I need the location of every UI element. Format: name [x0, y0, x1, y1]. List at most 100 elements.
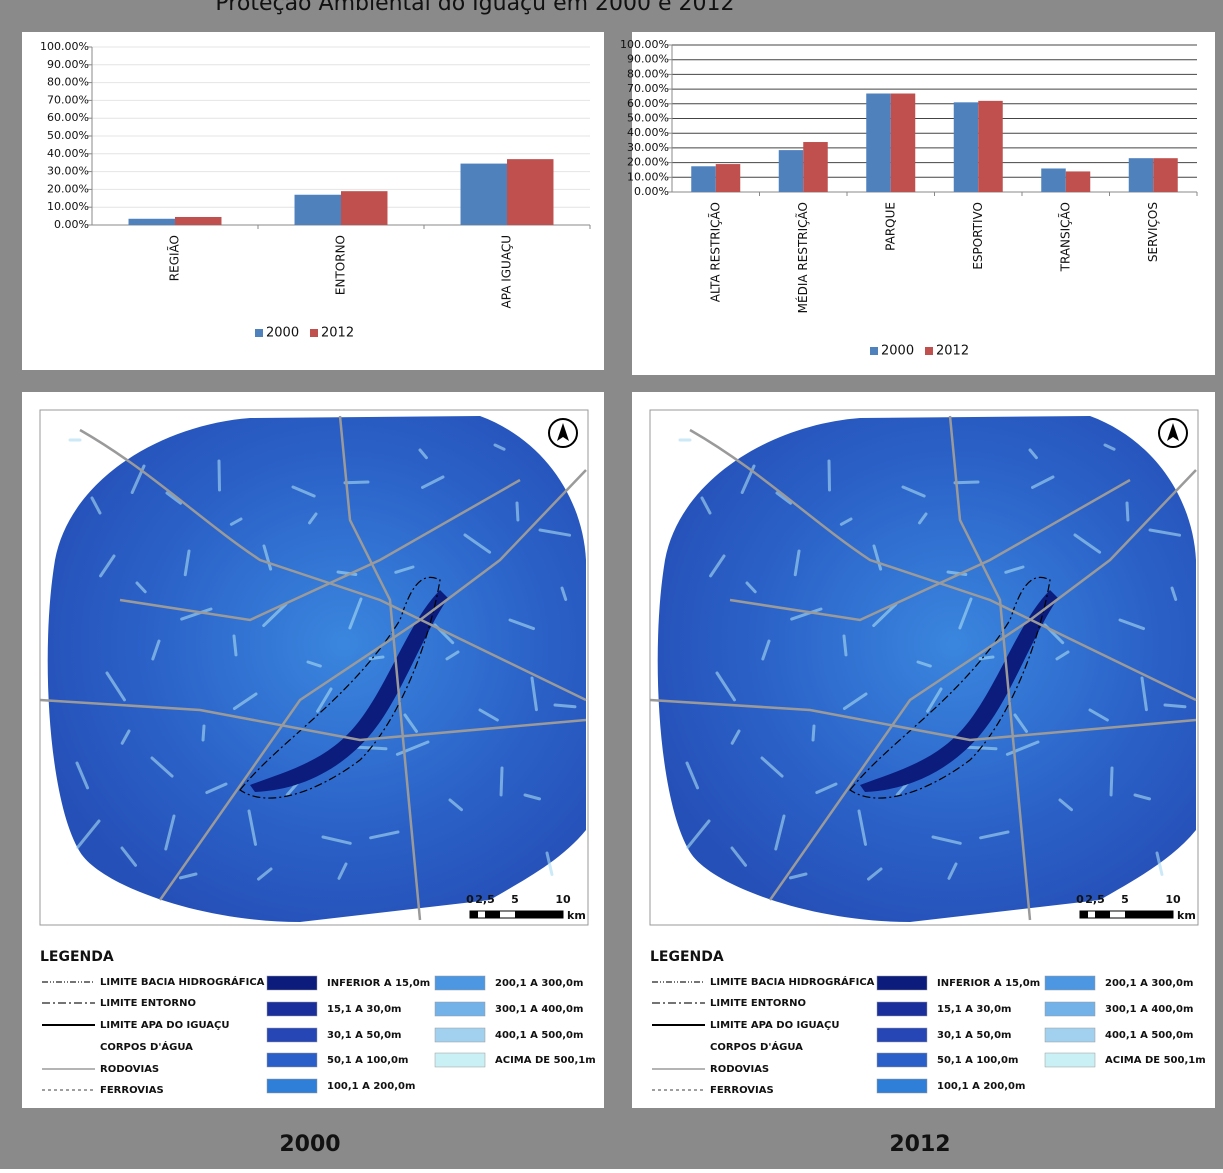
bar	[978, 101, 1003, 192]
bar	[175, 217, 221, 225]
terrain-ridge	[813, 726, 814, 740]
bar	[954, 102, 979, 192]
legend-label: 2012	[936, 344, 969, 359]
x-tick-label: MÉDIA RESTRIÇÃO	[795, 202, 810, 313]
map-year: 2000	[279, 1132, 340, 1157]
x-tick-label: ESPORTIVO	[971, 202, 985, 270]
y-tick-label: 20.00%	[627, 156, 669, 169]
x-tick-label: TRANSIÇÃO	[1057, 202, 1072, 272]
x-tick-label: APA IGUAÇU	[500, 235, 514, 308]
y-tick-label: 100.00%	[620, 38, 669, 51]
scale-label: 5	[511, 893, 519, 906]
bar	[803, 142, 828, 192]
scale-label: 10	[1165, 893, 1181, 906]
legend-label: 200,1 A 300,0m	[495, 978, 583, 989]
terrain	[658, 416, 1196, 922]
x-tick-label: ENTORNO	[334, 235, 348, 295]
scale-label: 2,5	[1085, 893, 1105, 906]
legend-swatch	[267, 1053, 317, 1067]
terrain-ridge	[980, 657, 993, 659]
terrain	[48, 416, 586, 922]
legend-swatch	[267, 1079, 317, 1093]
scale-label: 10	[555, 893, 571, 906]
legend-swatch	[1045, 976, 1095, 990]
y-tick-label: 90.00%	[627, 53, 669, 66]
terrain-ridge	[955, 482, 978, 483]
legend-swatch	[435, 1002, 485, 1016]
bar	[1041, 168, 1066, 192]
terrain-ridge	[844, 636, 846, 655]
page: Proteção Ambiental do Iguaçu em 2000 e 2…	[0, 0, 1223, 1169]
legend-label: RODOVIAS	[710, 1064, 769, 1075]
y-tick-label: 60.00%	[627, 97, 669, 110]
legend-label: ACIMA DE 500,1m	[1105, 1055, 1206, 1066]
legend-label: 15,1 A 30,0m	[937, 1004, 1011, 1015]
legend-label: LIMITE APA DO IGUAÇU	[100, 1020, 230, 1031]
y-tick-label: 50.00%	[47, 129, 89, 142]
legend-swatch	[310, 329, 318, 337]
terrain-ridge	[203, 726, 204, 740]
terrain-ridge	[345, 482, 368, 483]
bar	[691, 166, 716, 192]
legend-swatch	[877, 1053, 927, 1067]
legend-swatch	[435, 1028, 485, 1042]
bar	[341, 191, 387, 225]
terrain-ridge	[1127, 503, 1128, 520]
legend-label: FERROVIAS	[710, 1085, 774, 1096]
legend-swatch	[877, 1028, 927, 1042]
scale-unit: km	[567, 909, 586, 922]
bar	[461, 164, 507, 225]
legend-label: 100,1 A 200,0m	[937, 1081, 1025, 1092]
terrain-ridge	[1165, 705, 1185, 707]
y-tick-label: 0.00%	[634, 185, 669, 198]
legend-label: LIMITE APA DO IGUAÇU	[710, 1020, 840, 1031]
map-year: 2012	[889, 1132, 950, 1157]
legend-label: 300,1 A 400,0m	[495, 1004, 583, 1015]
legend-title: LEGENDA	[40, 949, 114, 965]
legend-label: FERROVIAS	[100, 1085, 164, 1096]
x-tick-label: REGIÃO	[167, 235, 182, 281]
y-tick-label: 80.00%	[47, 76, 89, 89]
legend-label: 400,1 A 500,0m	[495, 1030, 583, 1041]
scale-label: 0	[466, 893, 474, 906]
y-tick-label: 30.00%	[47, 165, 89, 178]
scale-label: 2,5	[475, 893, 495, 906]
scale-unit: km	[1177, 909, 1196, 922]
y-tick-label: 0.00%	[54, 218, 89, 231]
legend-label: 2012	[321, 326, 354, 341]
y-tick-label: 40.00%	[627, 126, 669, 139]
bar	[507, 159, 553, 225]
legend-label: INFERIOR A 15,0m	[327, 978, 430, 989]
legend-swatch	[877, 1002, 927, 1016]
scale-segment	[470, 911, 478, 918]
scale-segment	[515, 911, 563, 918]
y-tick-label: 30.00%	[627, 141, 669, 154]
legend-label: 15,1 A 30,0m	[327, 1004, 401, 1015]
legend-label: 30,1 A 50,0m	[937, 1030, 1011, 1041]
x-tick-label: SERVIÇOS	[1146, 202, 1160, 262]
terrain-ridge	[829, 461, 830, 490]
legend-label: LIMITE ENTORNO	[100, 998, 196, 1009]
legend-swatch	[1045, 1053, 1095, 1067]
legend-label: ACIMA DE 500,1m	[495, 1055, 596, 1066]
y-tick-label: 80.00%	[627, 67, 669, 80]
legend-swatch	[255, 329, 263, 337]
terrain-ridge	[1111, 768, 1112, 795]
legend-label: 50,1 A 100,0m	[937, 1055, 1018, 1066]
y-tick-label: 100.00%	[40, 40, 89, 53]
legend-swatch	[267, 976, 317, 990]
bar	[866, 94, 891, 192]
legend-label: 400,1 A 500,0m	[1105, 1030, 1193, 1041]
legend-swatch	[1045, 1028, 1095, 1042]
legend-swatch	[267, 1002, 317, 1016]
x-tick-label: ALTA RESTRIÇÃO	[707, 202, 722, 302]
figure: Proteção Ambiental do Iguaçu em 2000 e 2…	[0, 0, 1223, 1169]
terrain-ridge	[501, 768, 502, 795]
legend-swatch	[877, 976, 927, 990]
y-tick-label: 70.00%	[627, 82, 669, 95]
y-tick-label: 10.00%	[47, 200, 89, 213]
y-tick-label: 70.00%	[47, 93, 89, 106]
bar	[891, 94, 916, 192]
legend-label: 100,1 A 200,0m	[327, 1081, 415, 1092]
terrain-ridge	[234, 636, 236, 655]
